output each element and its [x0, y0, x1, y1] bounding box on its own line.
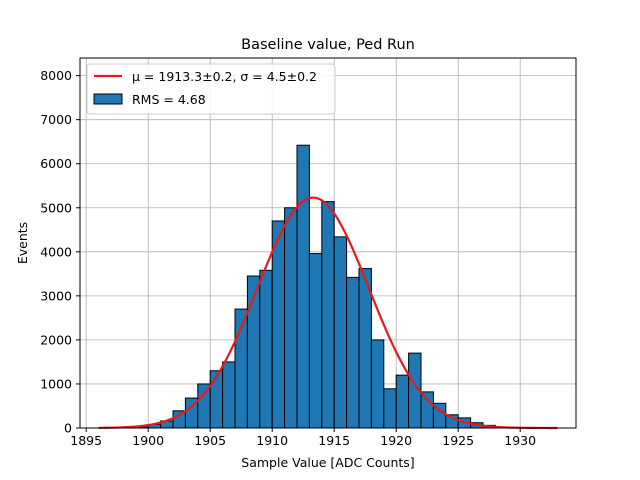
y-axis-label: Events [15, 222, 30, 264]
y-axis-ticks: 0 1000 2000 3000 4000 5000 6000 7000 8000 [40, 68, 80, 436]
histogram-bar [333, 236, 348, 429]
y-tick-label: 5000 [40, 200, 72, 215]
x-tick-label: 1915 [318, 433, 350, 448]
histogram-bar [321, 201, 335, 429]
plot-frame [79, 57, 577, 429]
histogram-bar [370, 339, 385, 429]
legend-histogram-label: RMS = 4.68 [132, 92, 206, 107]
y-tick-label: 0 [64, 421, 72, 436]
y-tick-label: 1000 [40, 376, 72, 391]
x-tick-label: 1900 [132, 433, 164, 448]
histogram-bar [383, 388, 397, 429]
x-axis-label: Sample Value [ADC Counts] [241, 455, 414, 470]
y-tick-label: 4000 [40, 244, 72, 259]
y-tick-label: 8000 [40, 68, 72, 83]
histogram-bar [259, 269, 273, 429]
histogram-bar [346, 276, 360, 429]
y-tick-label: 2000 [40, 332, 72, 347]
y-tick-label: 6000 [40, 156, 72, 171]
histogram-bar [197, 383, 211, 429]
histogram-bar [284, 207, 298, 429]
histogram-bar [209, 370, 224, 429]
x-tick-label: 1920 [380, 433, 412, 448]
fit-curve-layer [98, 196, 558, 430]
x-tick-label: 1910 [256, 433, 288, 448]
legend-box [86, 63, 336, 115]
legend-histogram-swatch [93, 93, 123, 105]
x-tick-label: 1925 [442, 433, 474, 448]
fit-curve [98, 196, 558, 430]
x-tick-label: 1930 [504, 433, 536, 448]
histogram-bar [222, 361, 236, 429]
histogram-bar [395, 374, 410, 429]
legend: μ = 1913.3±0.2, σ = 4.5±0.2 RMS = 4.68 [86, 63, 336, 115]
histogram-bar [420, 391, 434, 429]
histogram-bar [296, 144, 310, 429]
x-axis-ticks: 1895 1900 1905 1910 1915 1920 1925 1930 [70, 428, 536, 448]
x-tick-label: 1895 [70, 433, 102, 448]
y-tick-label: 3000 [40, 288, 72, 303]
histogram-bar [271, 220, 286, 429]
chart-title: Baseline value, Ped Run [241, 37, 415, 53]
x-tick-label: 1905 [194, 433, 226, 448]
legend-fit-label: μ = 1913.3±0.2, σ = 4.5±0.2 [132, 69, 317, 84]
y-tick-label: 7000 [40, 112, 72, 127]
histogram-bar [308, 253, 323, 429]
